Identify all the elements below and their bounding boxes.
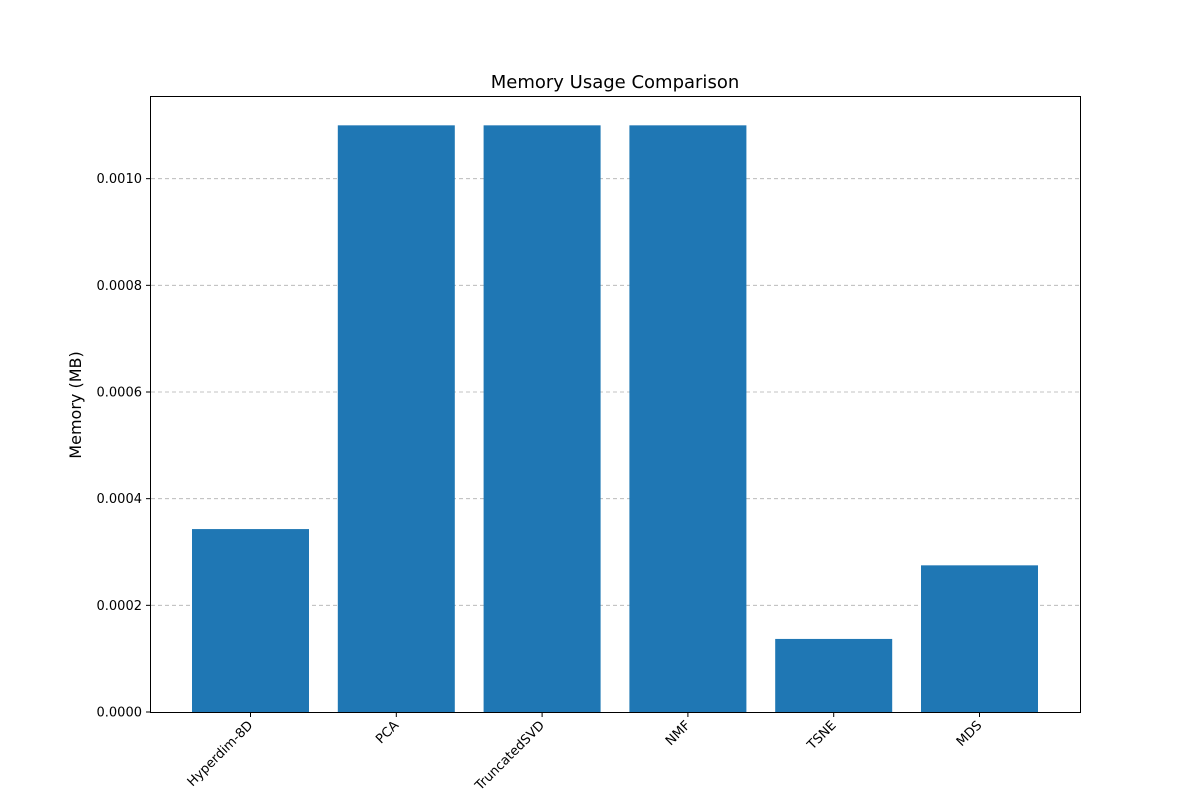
y-tick-label: 0.0008 xyxy=(97,279,143,294)
y-tick-label: 0.0006 xyxy=(97,386,143,401)
x-tick-label: TSNE xyxy=(804,718,839,753)
y-ticks: 0.0000 0.0002 0.0004 0.0006 0.0008 0.0010 xyxy=(97,172,151,721)
bar xyxy=(192,529,309,712)
plot-frame xyxy=(150,96,1081,713)
bar xyxy=(921,565,1038,712)
x-ticks: Hyperdim-8D PCA TruncatedSVD NMF TSNE MDS xyxy=(185,712,985,794)
y-tick-label: 0.0004 xyxy=(97,492,143,507)
x-tick-label: MDS xyxy=(954,718,985,749)
x-tick-label: Hyperdim-8D xyxy=(185,718,257,790)
bars-layer xyxy=(192,125,1038,713)
y-axis-label: Memory (MB) xyxy=(66,351,85,458)
x-tick-label: TruncatedSVD xyxy=(472,718,548,794)
x-tick-label: PCA xyxy=(373,718,402,747)
x-tick-label: NMF xyxy=(663,718,694,749)
chart-title: Memory Usage Comparison xyxy=(491,72,740,93)
y-tick-label: 0.0000 xyxy=(97,706,143,721)
y-tick-label: 0.0002 xyxy=(97,599,143,614)
bar xyxy=(775,638,893,712)
y-tick-label: 0.0010 xyxy=(97,172,143,187)
bar xyxy=(629,125,747,713)
bar xyxy=(483,125,601,713)
bar xyxy=(337,125,455,713)
